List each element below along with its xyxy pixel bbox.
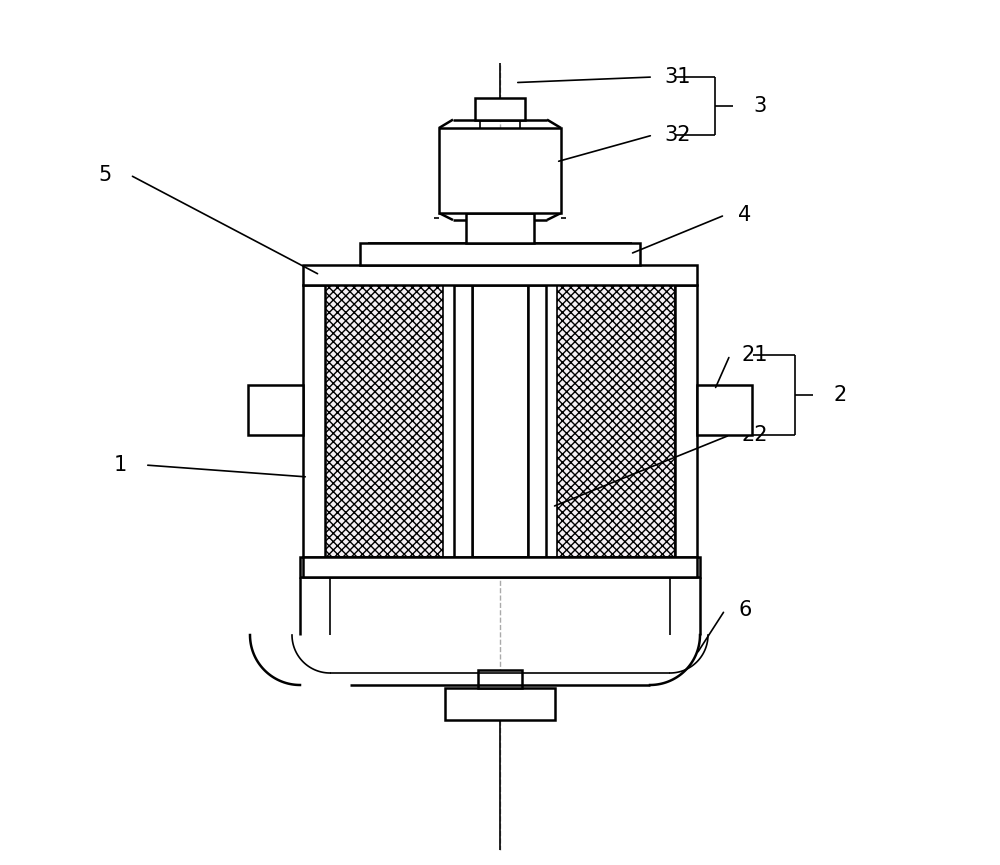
Bar [303, 265, 697, 285]
Text: 32: 32 [665, 125, 691, 145]
Text: 6: 6 [738, 600, 752, 620]
Bar [325, 285, 443, 557]
Bar [303, 285, 325, 557]
Text: 1: 1 [113, 455, 127, 475]
Bar [248, 385, 303, 435]
Bar [478, 670, 522, 688]
Bar [675, 285, 697, 557]
Text: 3: 3 [753, 96, 767, 116]
Bar [697, 385, 752, 435]
Bar [439, 128, 561, 213]
Text: 4: 4 [738, 205, 752, 225]
Bar [360, 243, 640, 265]
Text: 5: 5 [98, 165, 112, 185]
Bar [472, 285, 528, 557]
Text: 21: 21 [742, 345, 768, 365]
Text: 2: 2 [833, 385, 847, 405]
Bar [557, 285, 675, 557]
Bar [466, 213, 534, 243]
Text: 22: 22 [742, 425, 768, 445]
Bar [445, 688, 555, 720]
Text: 31: 31 [665, 67, 691, 87]
Bar [475, 98, 525, 119]
Bar [300, 557, 700, 577]
Bar [528, 285, 546, 557]
Bar [454, 285, 472, 557]
Bar [303, 557, 697, 577]
